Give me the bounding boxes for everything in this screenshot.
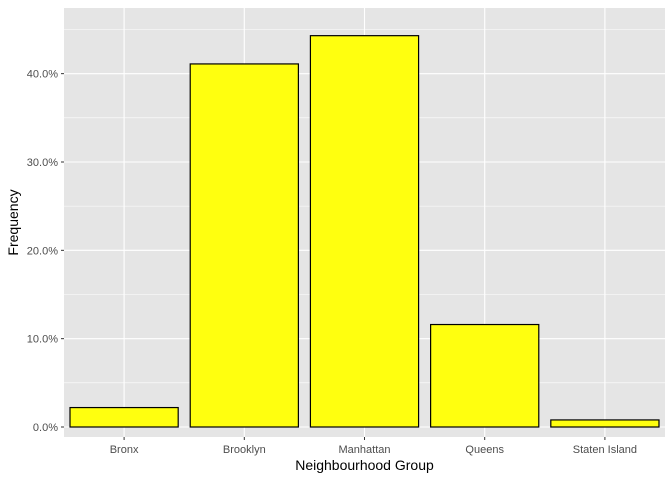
bar-bronx: [69, 406, 179, 428]
bar-manhattan: [309, 35, 420, 428]
x-axis-title: Neighbourhood Group: [295, 457, 434, 473]
x-tick-label: Bronx: [110, 444, 139, 456]
y-tick-label: 10.0%: [27, 334, 58, 346]
bar-brooklyn: [189, 63, 299, 428]
x-tick-label: Staten Island: [573, 444, 637, 456]
bar-queens: [430, 323, 540, 428]
x-tick-label: Queens: [465, 444, 504, 456]
y-tick-label: 40.0%: [27, 69, 58, 81]
y-tick-label: 0.0%: [33, 422, 58, 434]
bars: [69, 35, 660, 428]
y-tick-label: 20.0%: [27, 245, 58, 257]
y-tick-label: 30.0%: [27, 157, 58, 169]
x-tick-label: Manhattan: [339, 444, 391, 456]
bar-staten-island: [550, 419, 660, 428]
y-axis-ticks: 0.0% 10.0% 20.0% 30.0% 40.0%: [27, 69, 64, 434]
y-axis-title: Frequency: [5, 189, 21, 255]
x-tick-label: Brooklyn: [223, 444, 266, 456]
x-axis-ticks: Bronx Brooklyn Manhattan Queens Staten Islan…: [110, 437, 637, 456]
